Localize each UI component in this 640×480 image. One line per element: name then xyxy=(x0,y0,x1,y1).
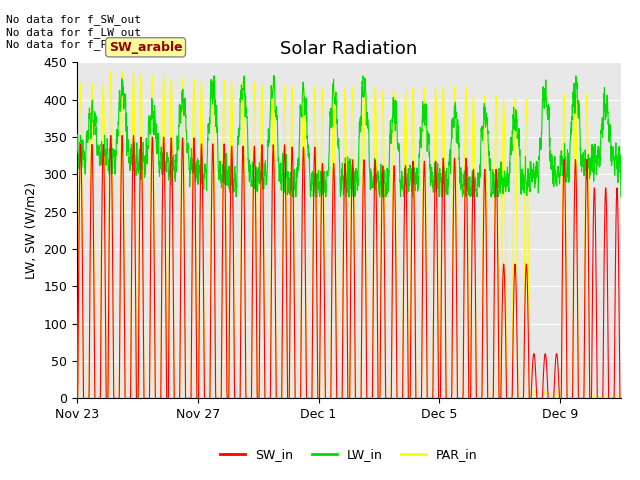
Title: Solar Radiation: Solar Radiation xyxy=(280,40,417,58)
Legend: SW_in, LW_in, PAR_in: SW_in, LW_in, PAR_in xyxy=(215,443,483,466)
Y-axis label: LW, SW (W/m2): LW, SW (W/m2) xyxy=(25,182,38,279)
Text: No data for f_SW_out
No data for f_LW_out
No data for f_PAR_out: No data for f_SW_out No data for f_LW_ou… xyxy=(6,14,148,50)
Text: SW_arable: SW_arable xyxy=(109,41,182,54)
